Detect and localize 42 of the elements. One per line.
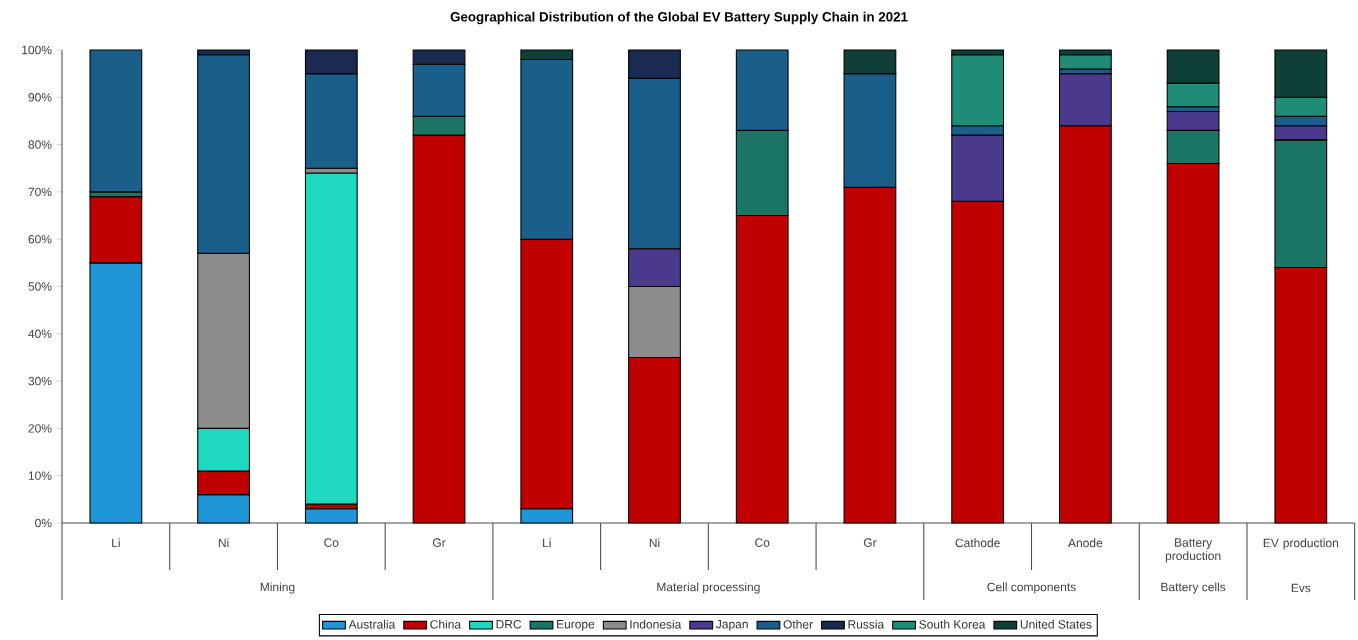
text: Cell components	[987, 582, 1076, 594]
x-tick-label: Gr	[863, 538, 877, 547]
bar	[304, 172, 358, 505]
x-tick-label: Li	[543, 538, 551, 548]
bar	[304, 508, 358, 524]
x-tick-label: Ni	[649, 538, 660, 548]
text: Mining	[260, 582, 295, 594]
legend-label: Australia	[348, 619, 396, 629]
y-tick-label: 60%	[28, 234, 52, 244]
y-tick-label: 0%	[35, 518, 52, 528]
x-tick-label: Gr	[432, 538, 446, 547]
y-tick-label: 70%	[28, 187, 52, 197]
y-tick-label: 30%	[28, 376, 52, 386]
x-tick-label: Li	[112, 538, 120, 548]
x-tick-label: Ni	[218, 538, 229, 548]
y-tick-label: 80%	[28, 140, 52, 149]
legend-label: Russia	[848, 619, 885, 629]
y-tick-label: 10%	[28, 471, 52, 480]
chart-title: Geographical Distribution of the Global EV Battery Supply Chain in 2021	[450, 11, 908, 25]
legend-label: United States	[1020, 619, 1092, 629]
x-tick-label: Cathode	[955, 538, 1000, 548]
x-tick-label: Anode	[1068, 538, 1103, 548]
text: Evs	[1291, 583, 1311, 593]
x-tick-label: EV production	[1263, 538, 1339, 550]
legend-label: Europe	[557, 620, 595, 631]
bar	[89, 49, 143, 193]
legend-label: Indonesia	[630, 619, 682, 629]
legend-label: China	[430, 619, 462, 629]
legend-label: DRC	[496, 619, 522, 629]
x-tick-label: Battery production	[1165, 538, 1221, 563]
legend-label: Japan	[716, 620, 748, 631]
text: Material processing	[657, 582, 760, 594]
y-tick-label: 90%	[28, 93, 52, 102]
y-tick-label: 50%	[28, 282, 52, 291]
text: Battery cells	[1161, 582, 1226, 594]
y-tick-label: 20%	[28, 424, 52, 433]
y-tick-label: 40%	[28, 329, 52, 339]
x-tick-label: Co	[755, 538, 770, 547]
legend-label: South Korea	[919, 619, 986, 629]
y-tick-label: 100%	[22, 45, 52, 55]
legend-label: Other	[783, 619, 813, 629]
x-tick-label: Co	[324, 538, 339, 547]
